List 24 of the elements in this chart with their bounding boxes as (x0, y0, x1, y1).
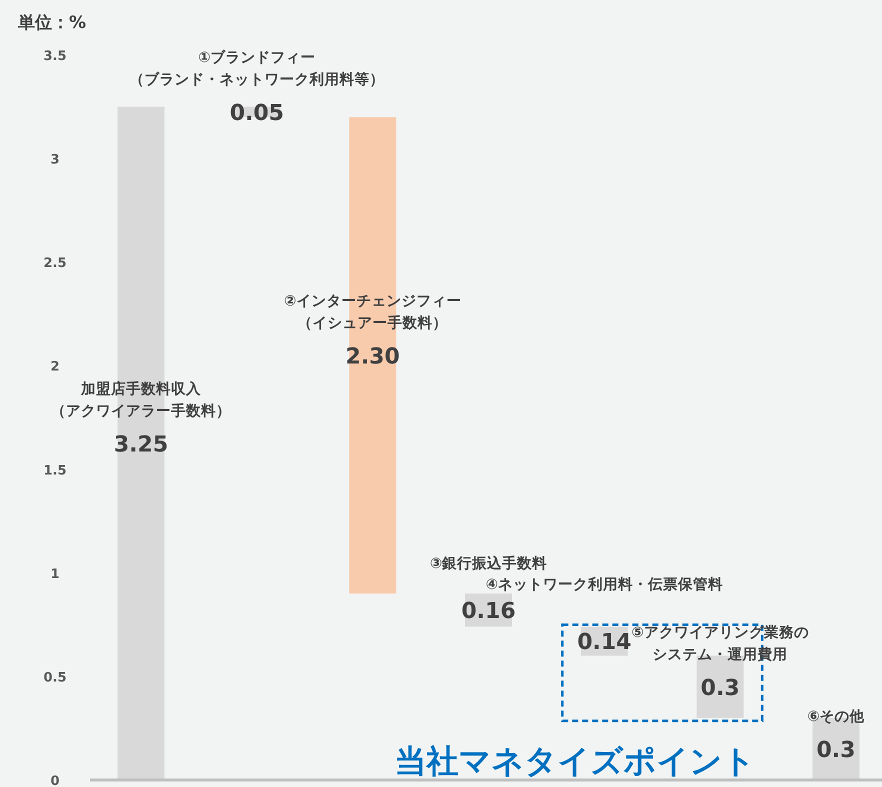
y-tick-label: 0.5 (43, 670, 67, 686)
data-label: 0.05 (230, 100, 284, 126)
y-tick-label: 1 (50, 566, 60, 582)
data-label: 0.3 (700, 676, 740, 701)
y-tick-label: 2.5 (43, 256, 67, 272)
annotation: 当社マネタイズポイント (394, 742, 756, 780)
x-tick-label: ②インターチェンジフィー（イシュアー手数料） (284, 293, 462, 332)
x-tick-label: ①ブランドフィー（ブランド・ネットワーク利用料等） (129, 48, 384, 88)
y-tick-label: 3 (50, 152, 60, 168)
data-label: 0.16 (461, 599, 516, 624)
x-tick-label: ⑤アクワイアリング業務のシステム・運用費用 (632, 624, 809, 663)
data-label: 0.14 (577, 630, 632, 656)
y-tick-label: 1.5 (43, 463, 67, 478)
data-label: 2.30 (346, 344, 400, 370)
x-tick-label: ③銀行振込手数料 (430, 555, 548, 572)
data-label: 3.25 (114, 432, 168, 458)
y-tick-label: 3.5 (43, 49, 67, 64)
x-tick-label: 加盟店手数料収入（アクワイアラー手数料） (51, 379, 231, 420)
y-tick-label: 2 (50, 360, 60, 375)
y-tick-label: 0 (50, 774, 60, 787)
data-label: 0.3 (816, 738, 856, 763)
x-tick-label: ④ネットワーク利用料・伝票保管料 (486, 576, 723, 594)
y-axis-title: 単位：% (17, 13, 86, 33)
x-tick-label: ⑥その他 (807, 708, 866, 725)
